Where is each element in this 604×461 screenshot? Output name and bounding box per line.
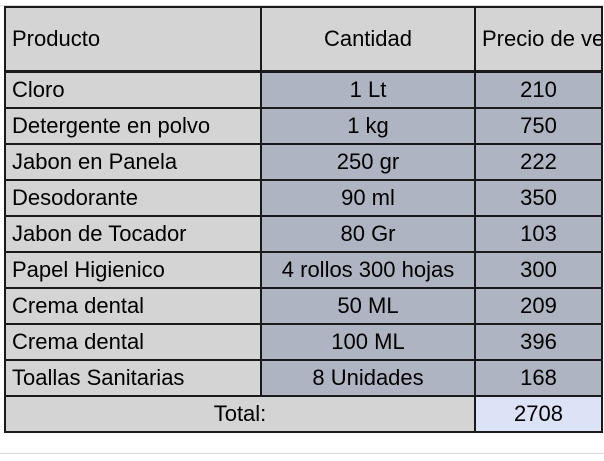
product-cell[interactable]: Jabon de Tocador [4,215,262,253]
price-cell[interactable]: 750 [474,107,603,145]
quantity-cell[interactable]: 4 rollos 300 hojas [260,251,476,289]
price-cell[interactable]: 103 [474,215,603,253]
header-product[interactable]: Producto [4,6,262,73]
price-cell[interactable]: 210 [474,70,603,109]
product-cell[interactable]: Toallas Sanitarias [4,359,262,397]
price-table: Producto Cantidad Precio de venta Cloro … [4,6,603,433]
header-row: Producto Cantidad Precio de venta [4,6,603,73]
quantity-cell[interactable]: 50 ML [260,287,476,325]
total-row: Total: 2708 [4,395,603,433]
table-row: Desodorante 90 ml 350 [4,179,603,217]
table-row: Cloro 1 Lt 210 [4,70,603,109]
product-cell[interactable]: Crema dental [4,323,262,361]
quantity-cell[interactable]: 8 Unidades [260,359,476,397]
table-row: Jabon en Panela 250 gr 222 [4,143,603,181]
table-row: Toallas Sanitarias 8 Unidades 168 [4,359,603,397]
price-cell[interactable]: 209 [474,287,603,325]
price-cell[interactable]: 300 [474,251,603,289]
header-quantity[interactable]: Cantidad [260,6,476,73]
quantity-cell[interactable]: 1 kg [260,107,476,145]
table-row: Detergente en polvo 1 kg 750 [4,107,603,145]
table-row: Jabon de Tocador 80 Gr 103 [4,215,603,253]
total-label-cell[interactable]: Total: [4,395,476,433]
table-row: Crema dental 100 ML 396 [4,323,603,361]
product-cell[interactable]: Crema dental [4,287,262,325]
price-cell[interactable]: 396 [474,323,603,361]
price-cell[interactable]: 350 [474,179,603,217]
sheet-grid-bottom-edge [0,453,604,461]
quantity-cell[interactable]: 80 Gr [260,215,476,253]
quantity-cell[interactable]: 100 ML [260,323,476,361]
header-price[interactable]: Precio de venta [474,6,603,73]
quantity-cell[interactable]: 1 Lt [260,70,476,109]
product-cell[interactable]: Detergente en polvo [4,107,262,145]
table-row: Crema dental 50 ML 209 [4,287,603,325]
product-cell[interactable]: Cloro [4,70,262,109]
total-value-cell[interactable]: 2708 [474,395,603,433]
price-cell[interactable]: 168 [474,359,603,397]
quantity-cell[interactable]: 250 gr [260,143,476,181]
product-cell[interactable]: Jabon en Panela [4,143,262,181]
sheet-grid-top-edge [0,0,604,6]
quantity-cell[interactable]: 90 ml [260,179,476,217]
price-cell[interactable]: 222 [474,143,603,181]
product-cell[interactable]: Desodorante [4,179,262,217]
product-cell[interactable]: Papel Higienico [4,251,262,289]
table-row: Papel Higienico 4 rollos 300 hojas 300 [4,251,603,289]
